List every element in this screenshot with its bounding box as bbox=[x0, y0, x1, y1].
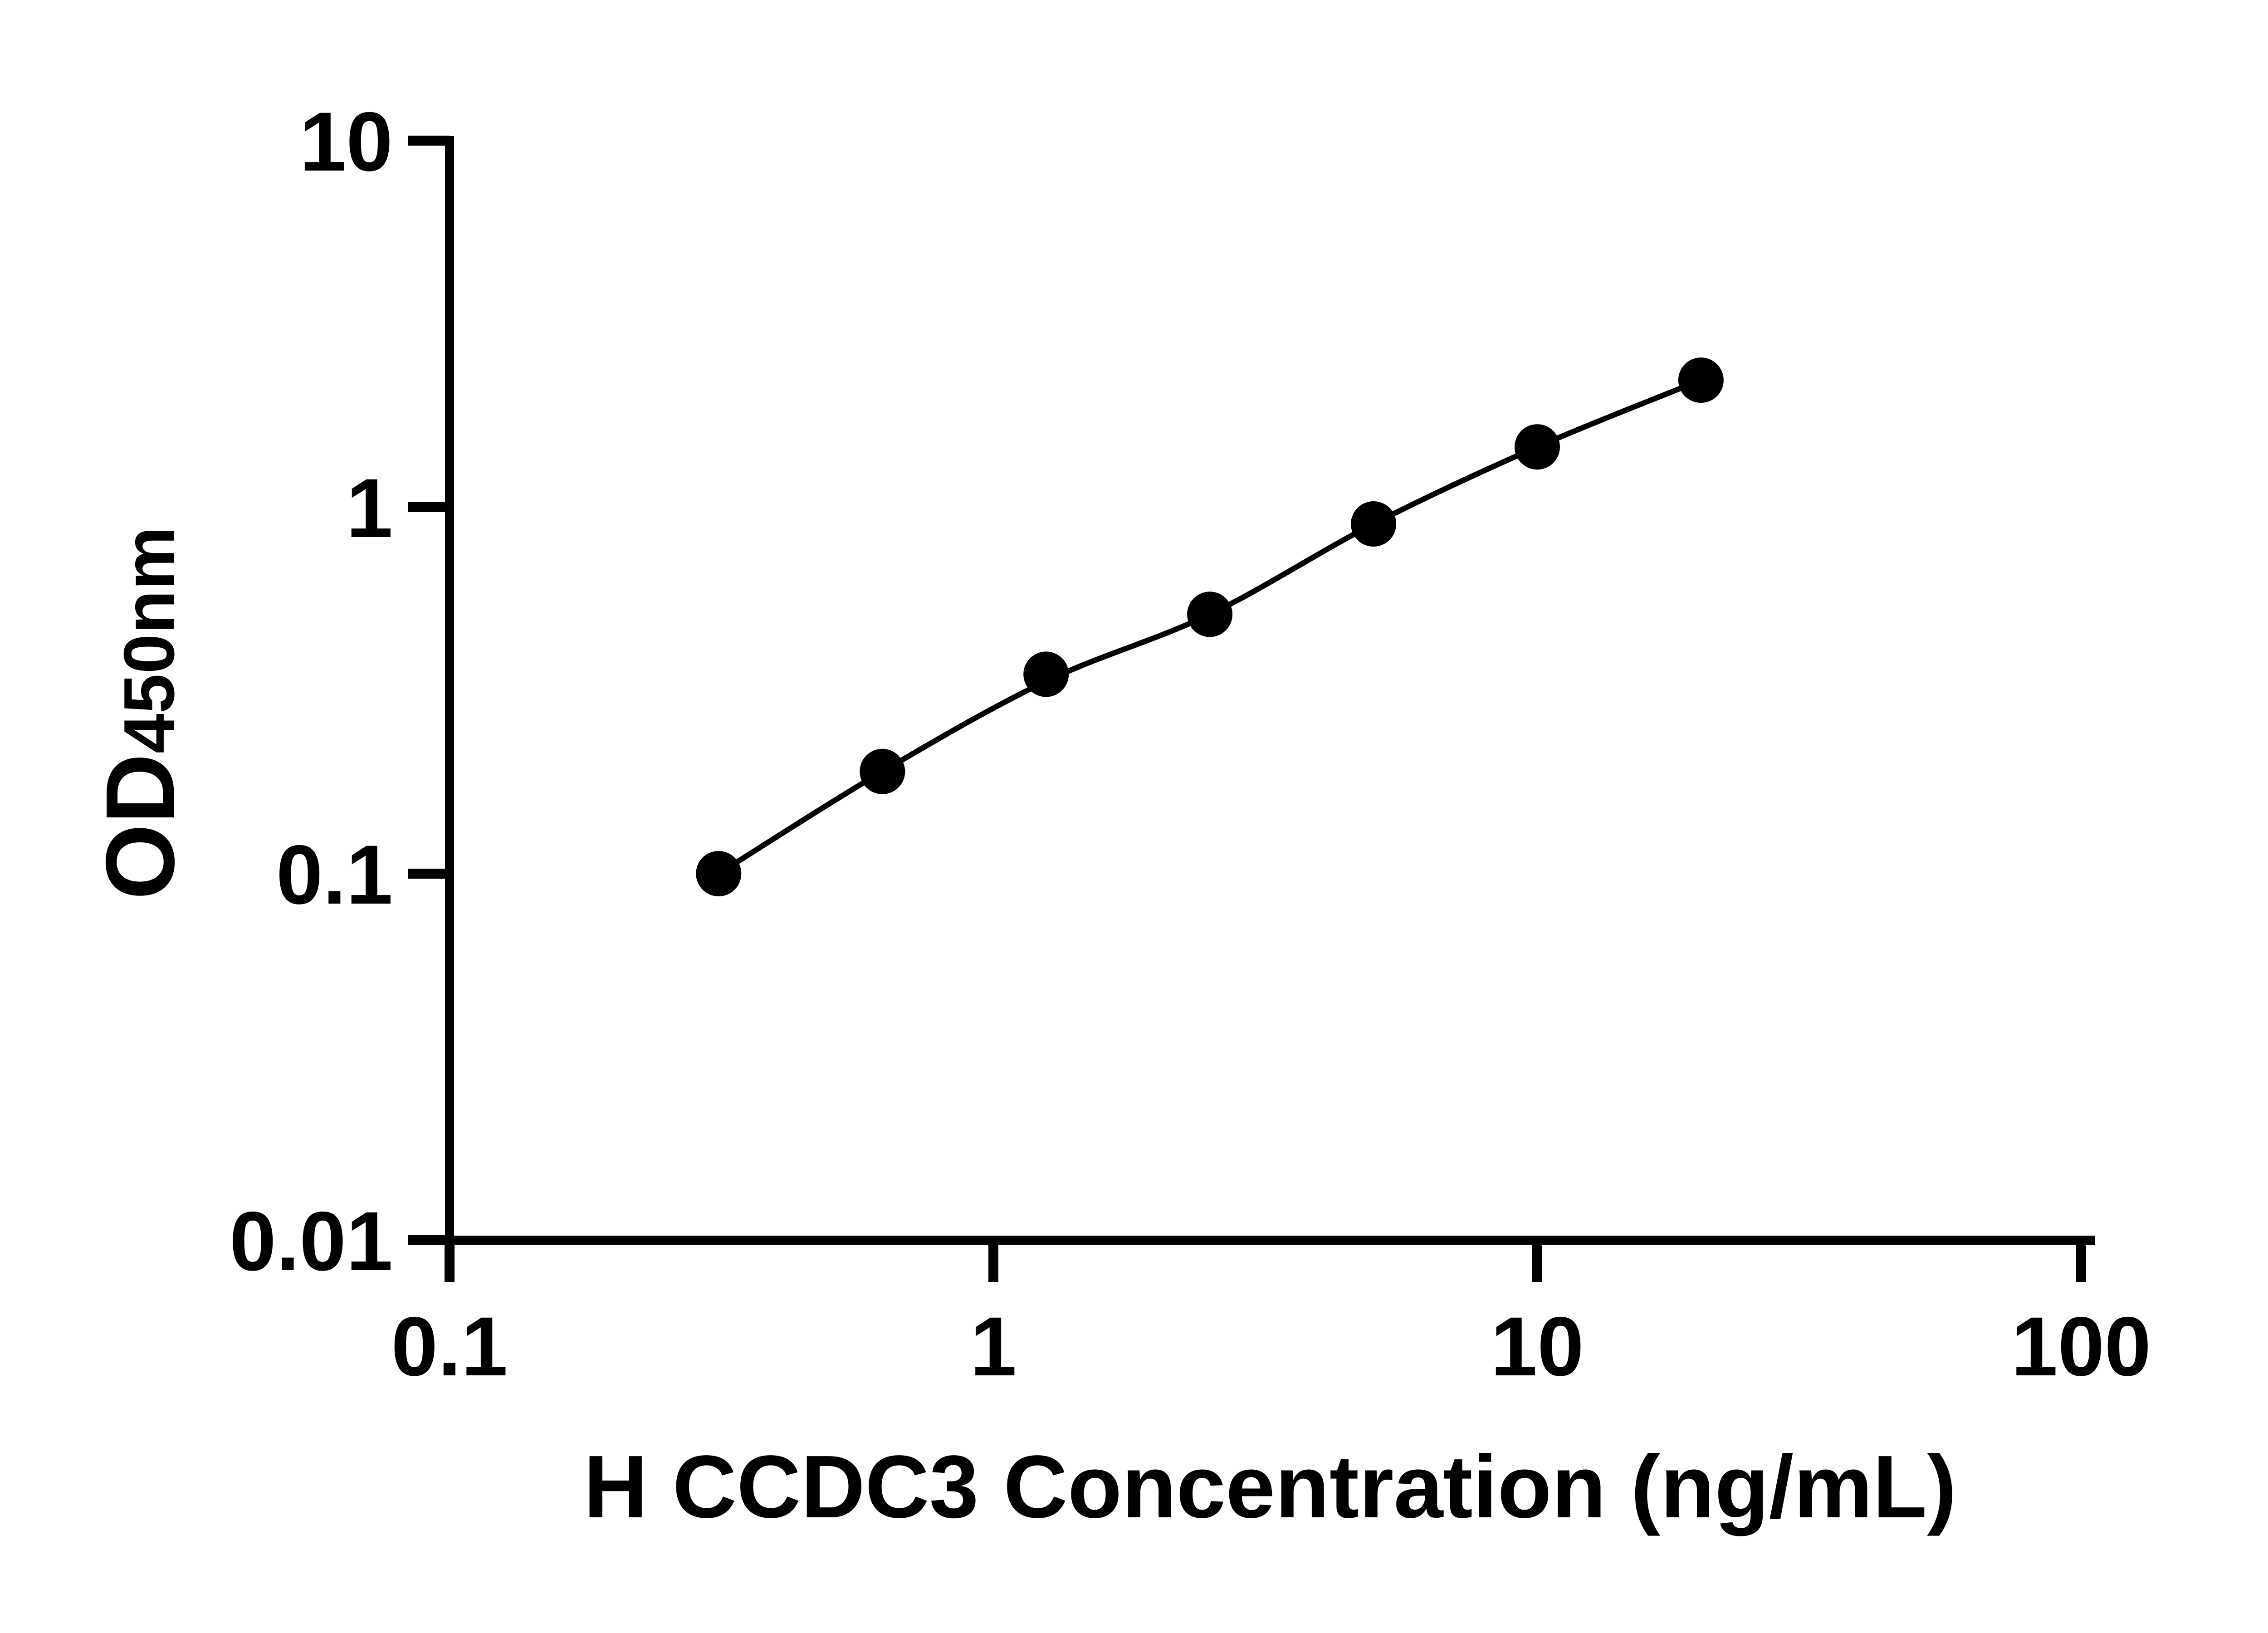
y-tick-label-0.01: 0.01 bbox=[230, 1195, 393, 1288]
x-axis-tick-labels: 0.1 1 10 100 bbox=[391, 1300, 2151, 1393]
x-tick-label-1: 1 bbox=[970, 1300, 1017, 1393]
x-axis-title: H CCDC3 Concentration (ng/mL) bbox=[584, 1437, 1957, 1536]
data-point-2.5ng-ml bbox=[1187, 592, 1233, 637]
y-axis-title-main: OD bbox=[85, 753, 195, 900]
y-axis-title: OD450nm bbox=[85, 526, 195, 900]
y-axis-title-subscript: 450nm bbox=[109, 526, 189, 753]
x-tick-label-100: 100 bbox=[2011, 1300, 2151, 1393]
data-point-0.625ng-ml bbox=[860, 748, 905, 794]
data-point-0.3125ng-ml bbox=[696, 851, 742, 896]
data-point-1.25ng-ml bbox=[1023, 651, 1069, 697]
x-tick-label-10: 10 bbox=[1491, 1300, 1584, 1393]
y-tick-label-0.1: 0.1 bbox=[276, 828, 393, 922]
y-axis-ticks bbox=[408, 136, 450, 1245]
axis-frame bbox=[445, 136, 2095, 1245]
y-axis-tick-labels: 10 1 0.1 0.01 bbox=[230, 95, 393, 1288]
data-point-10ng-ml bbox=[1515, 424, 1560, 470]
y-tick-label-1: 1 bbox=[346, 462, 393, 555]
data-points bbox=[696, 357, 1724, 896]
data-point-20ng-ml bbox=[1678, 357, 1724, 403]
data-point-5ng-ml bbox=[1351, 501, 1397, 547]
x-tick-label-0.1: 0.1 bbox=[391, 1300, 508, 1393]
x-axis-ticks bbox=[445, 1240, 2086, 1282]
y-tick-label-10: 10 bbox=[299, 95, 393, 189]
